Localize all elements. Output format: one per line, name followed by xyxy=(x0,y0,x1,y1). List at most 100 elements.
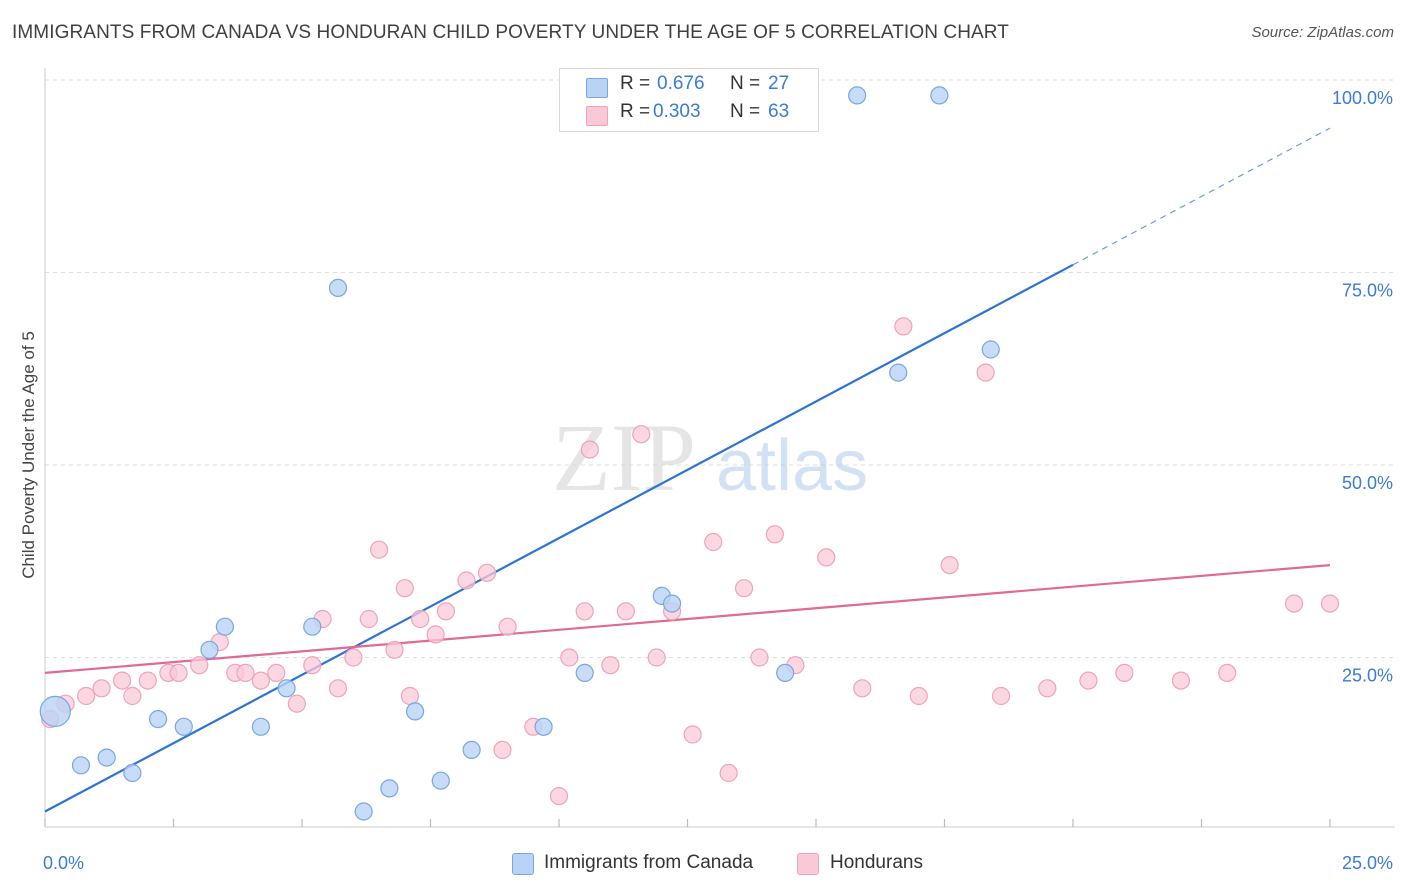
honduran-point xyxy=(575,602,594,621)
correlation-stats-box: R = 0.676 N = 27 R = 0.303 N = 63 xyxy=(559,68,819,132)
honduran-point xyxy=(385,640,404,659)
honduran-point xyxy=(123,686,142,706)
honduran-point xyxy=(940,555,959,575)
y-axis-label: Child Poverty Under the Age of 5 xyxy=(19,331,38,579)
canada-point xyxy=(328,278,348,297)
honduran-point xyxy=(436,602,456,621)
canada-point xyxy=(71,756,91,775)
canada-point xyxy=(431,771,450,790)
honduran-point xyxy=(976,363,995,382)
x-tick-label: 0.0% xyxy=(43,853,84,873)
honduran-point xyxy=(328,679,348,698)
honduran-point xyxy=(991,686,1011,706)
honduran-point xyxy=(1115,663,1134,683)
canada-point xyxy=(123,763,142,783)
canada-trend-extension xyxy=(1072,127,1331,266)
honduran-point xyxy=(498,617,517,636)
honduran-point xyxy=(1038,679,1057,698)
canada-r-label: R = xyxy=(620,73,651,94)
watermark-zip: ZIP xyxy=(552,404,696,511)
honduran-point xyxy=(632,425,651,444)
honduran-point xyxy=(1284,594,1304,613)
stats-row-honduran: R = 0.303 N = 63 xyxy=(560,101,818,129)
honduran-point xyxy=(236,663,255,683)
honduran-point xyxy=(765,525,784,544)
honduran-point xyxy=(267,663,286,683)
honduran-point xyxy=(411,609,430,629)
x-tick-label: 25.0% xyxy=(1342,853,1393,873)
canada-r-value: 0.676 xyxy=(657,73,705,94)
legend-canada-swatch xyxy=(512,853,534,875)
honduran-point xyxy=(400,686,420,706)
honduran-point xyxy=(493,740,512,760)
honduran-point xyxy=(370,540,389,559)
y-tick-label: 100.0% xyxy=(1332,88,1393,108)
canada-point xyxy=(405,702,425,721)
honduran-point xyxy=(112,671,132,690)
honduran-point xyxy=(1079,671,1098,690)
canada-point xyxy=(251,717,270,736)
canada-point xyxy=(462,740,481,760)
honduran-point xyxy=(287,694,306,713)
legend-honduran-label: Hondurans xyxy=(830,852,923,873)
honduran-point xyxy=(457,571,476,590)
honduran-point xyxy=(359,609,378,629)
canada-point xyxy=(534,717,553,736)
y-tick-label: 25.0% xyxy=(1342,666,1393,686)
canada-point xyxy=(277,679,296,698)
honduran-trend-line xyxy=(44,564,1331,674)
canada-point xyxy=(303,617,322,636)
honduran-point xyxy=(1218,663,1237,683)
honduran-point xyxy=(1320,594,1340,613)
canada-n-value: 27 xyxy=(768,73,790,94)
legend-honduran-swatch xyxy=(797,853,819,875)
honduran-point xyxy=(616,602,635,621)
canada-point xyxy=(148,709,168,729)
canada-point xyxy=(575,663,594,683)
canada-point xyxy=(776,663,795,683)
canada-point xyxy=(981,340,1000,359)
honduran-point xyxy=(1171,671,1191,690)
honduran-point xyxy=(303,656,322,675)
canada-swatch xyxy=(586,78,608,98)
canada-point xyxy=(380,779,399,798)
legend-canada-label: Immigrants from Canada xyxy=(544,852,754,873)
canada-point xyxy=(200,640,219,659)
honduran-r-label: R = xyxy=(620,101,651,122)
honduran-point xyxy=(560,648,579,667)
honduran-n-label: N = xyxy=(730,101,761,122)
tick-labels: 25.0% 50.0% 75.0% 100.0% 0.0% 25.0% xyxy=(43,88,1393,873)
canada-point xyxy=(97,748,116,767)
honduran-point xyxy=(817,548,836,567)
chart-title: IMMIGRANTS FROM CANADA VS HONDURAN CHILD… xyxy=(12,22,1009,43)
honduran-point xyxy=(190,656,209,675)
watermark: ZIP atlas xyxy=(552,404,868,511)
canada-n-label: N = xyxy=(730,73,761,94)
y-tick-label: 50.0% xyxy=(1342,473,1393,493)
honduran-point xyxy=(853,679,872,698)
honduran-point xyxy=(580,440,599,459)
honduran-point xyxy=(894,317,913,336)
chart-legend: Immigrants from Canada Hondurans xyxy=(0,850,1406,880)
canada-point xyxy=(848,86,867,105)
honduran-point xyxy=(734,579,754,598)
source-credit: Source: ZipAtlas.com xyxy=(1251,24,1394,41)
canada-trend-line xyxy=(44,263,1074,813)
stats-row-canada: R = 0.676 N = 27 xyxy=(560,73,818,101)
y-tick-label: 75.0% xyxy=(1342,281,1393,301)
honduran-point xyxy=(909,686,928,706)
honduran-point xyxy=(77,686,96,706)
canada-point xyxy=(889,363,908,382)
grid-lines xyxy=(45,79,1395,658)
honduran-point xyxy=(169,663,188,683)
honduran-point xyxy=(750,648,769,667)
honduran-point xyxy=(395,579,414,598)
honduran-point xyxy=(683,725,702,744)
honduran-point xyxy=(344,648,363,667)
honduran-point xyxy=(251,671,270,690)
trend-lines xyxy=(44,127,1331,813)
canada-point xyxy=(174,717,193,736)
honduran-n-value: 63 xyxy=(768,101,790,122)
honduran-point xyxy=(138,671,157,690)
honduran-swatch xyxy=(586,106,608,126)
